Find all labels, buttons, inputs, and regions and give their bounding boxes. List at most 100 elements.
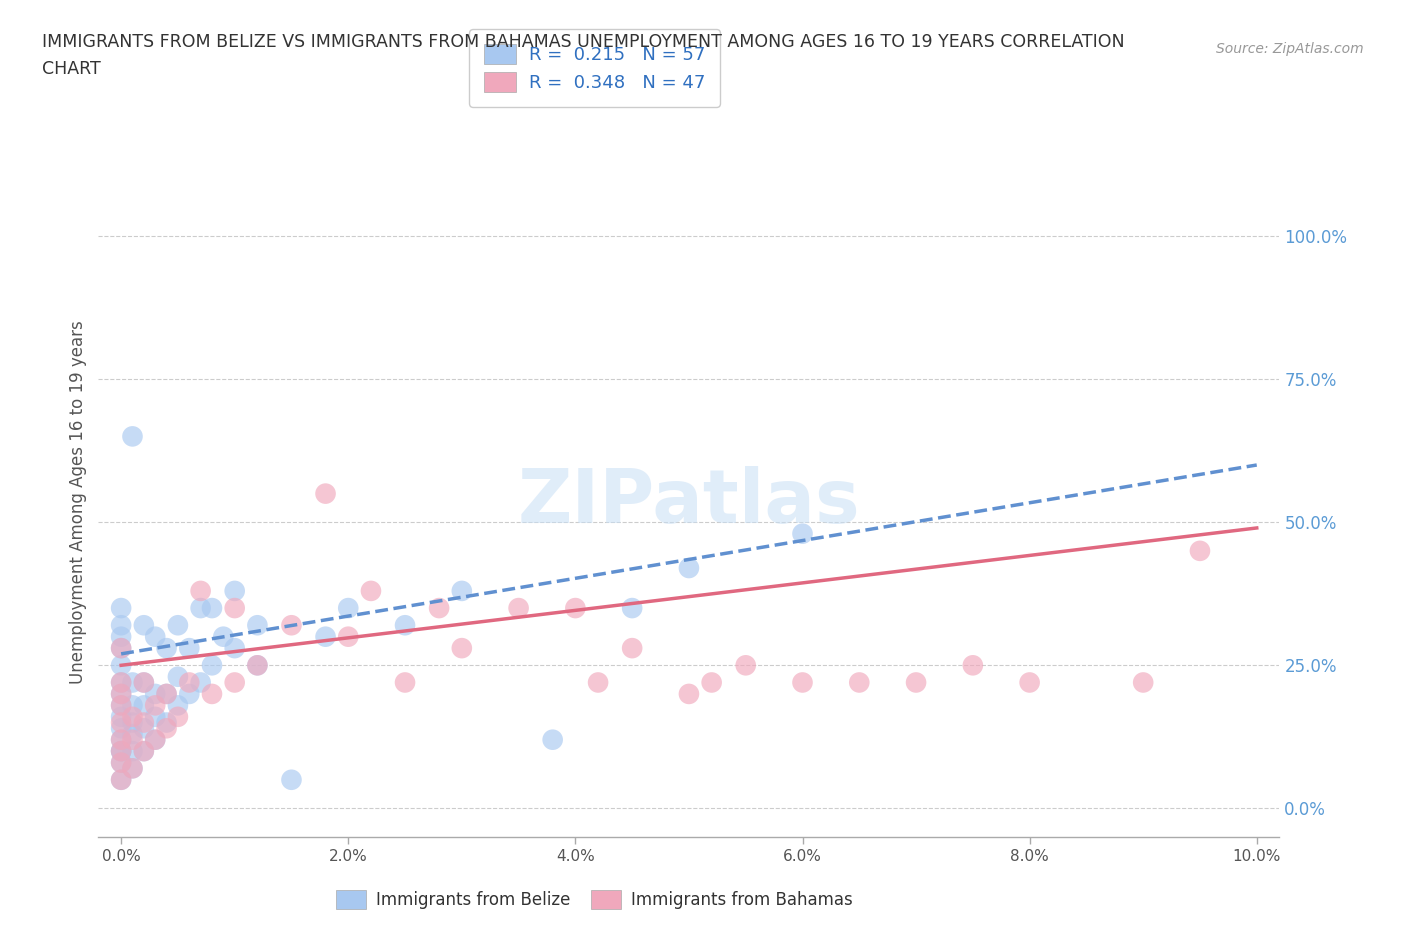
Y-axis label: Unemployment Among Ages 16 to 19 years: Unemployment Among Ages 16 to 19 years — [69, 320, 87, 684]
Legend: Immigrants from Belize, Immigrants from Bahamas: Immigrants from Belize, Immigrants from … — [330, 884, 859, 916]
Point — [110, 732, 132, 747]
Point — [621, 641, 644, 656]
Point — [132, 675, 155, 690]
Point — [1018, 675, 1040, 690]
Point — [155, 686, 177, 701]
Point — [121, 726, 143, 741]
Point — [121, 732, 143, 747]
Point — [190, 583, 212, 598]
Point — [224, 583, 246, 598]
Point — [360, 583, 382, 598]
Point — [541, 732, 564, 747]
Point — [1132, 675, 1154, 690]
Point — [110, 686, 132, 701]
Point — [110, 658, 132, 672]
Point — [212, 630, 235, 644]
Point — [678, 686, 700, 701]
Point — [110, 698, 132, 712]
Point — [143, 698, 166, 712]
Point — [155, 721, 177, 736]
Text: ZIPatlas: ZIPatlas — [517, 466, 860, 538]
Point — [337, 601, 360, 616]
Point — [132, 715, 155, 730]
Point — [564, 601, 586, 616]
Point — [121, 710, 143, 724]
Point — [132, 744, 155, 759]
Point — [110, 772, 132, 787]
Point — [1188, 543, 1211, 558]
Point — [190, 601, 212, 616]
Point — [792, 526, 814, 541]
Point — [110, 755, 132, 770]
Point — [143, 710, 166, 724]
Point — [179, 686, 201, 701]
Point — [143, 732, 166, 747]
Point — [155, 715, 177, 730]
Point — [110, 721, 132, 736]
Point — [132, 618, 155, 632]
Point — [167, 618, 190, 632]
Point — [179, 641, 201, 656]
Point — [621, 601, 644, 616]
Point — [155, 686, 177, 701]
Point — [110, 744, 132, 759]
Point — [110, 772, 132, 787]
Point — [315, 630, 337, 644]
Point — [110, 744, 132, 759]
Point — [450, 641, 472, 656]
Point — [110, 618, 132, 632]
Point — [280, 618, 302, 632]
Point — [132, 744, 155, 759]
Point — [132, 721, 155, 736]
Point — [179, 675, 201, 690]
Point — [110, 630, 132, 644]
Point — [110, 715, 132, 730]
Point — [110, 686, 132, 701]
Point — [167, 710, 190, 724]
Point — [121, 761, 143, 776]
Point — [143, 686, 166, 701]
Point — [246, 618, 269, 632]
Point — [110, 675, 132, 690]
Point — [167, 698, 190, 712]
Text: IMMIGRANTS FROM BELIZE VS IMMIGRANTS FROM BAHAMAS UNEMPLOYMENT AMONG AGES 16 TO : IMMIGRANTS FROM BELIZE VS IMMIGRANTS FRO… — [42, 33, 1125, 50]
Point — [110, 744, 132, 759]
Point — [586, 675, 609, 690]
Point — [110, 698, 132, 712]
Point — [450, 583, 472, 598]
Point — [246, 658, 269, 672]
Point — [394, 675, 416, 690]
Point — [700, 675, 723, 690]
Point — [201, 686, 224, 701]
Text: Source: ZipAtlas.com: Source: ZipAtlas.com — [1216, 42, 1364, 56]
Point — [734, 658, 756, 672]
Point — [962, 658, 984, 672]
Point — [224, 675, 246, 690]
Point — [224, 601, 246, 616]
Point — [121, 744, 143, 759]
Point — [201, 601, 224, 616]
Point — [121, 715, 143, 730]
Point — [315, 486, 337, 501]
Point — [110, 641, 132, 656]
Point — [110, 755, 132, 770]
Point — [110, 710, 132, 724]
Point — [110, 675, 132, 690]
Point — [121, 675, 143, 690]
Point — [905, 675, 928, 690]
Point — [143, 732, 166, 747]
Point — [143, 630, 166, 644]
Text: CHART: CHART — [42, 60, 101, 78]
Point — [246, 658, 269, 672]
Point — [201, 658, 224, 672]
Point — [394, 618, 416, 632]
Point — [121, 429, 143, 444]
Point — [224, 641, 246, 656]
Point — [508, 601, 530, 616]
Point — [678, 561, 700, 576]
Point — [792, 675, 814, 690]
Point — [280, 772, 302, 787]
Point — [132, 675, 155, 690]
Point — [110, 641, 132, 656]
Point — [190, 675, 212, 690]
